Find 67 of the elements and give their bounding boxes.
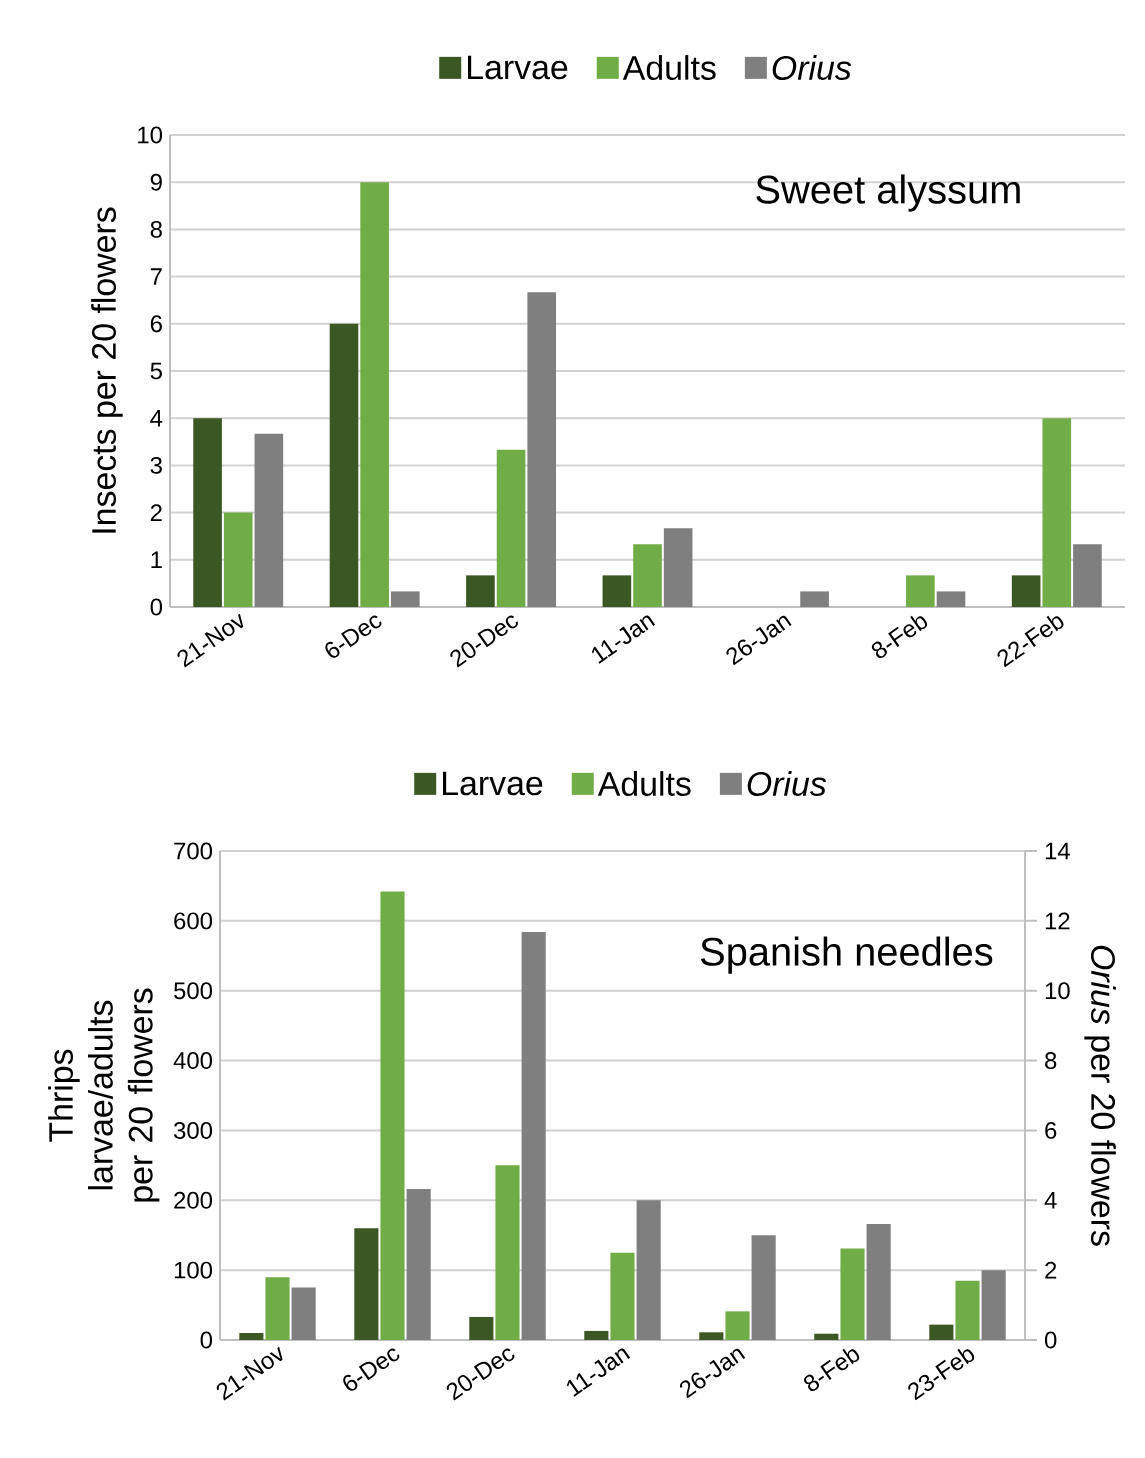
y-tick-label: 6 — [150, 315, 162, 333]
bar — [496, 449, 526, 607]
bar — [390, 591, 420, 607]
bar — [584, 1330, 609, 1340]
y-tick-label: 100 — [174, 1261, 213, 1279]
text: Spanish needles — [700, 936, 993, 974]
bar — [1011, 575, 1041, 607]
y2-tick-label: 2 — [1045, 1261, 1057, 1279]
y-tick-label: 200 — [174, 1191, 213, 1209]
y-tick-label: 0 — [150, 598, 163, 616]
y-tick-label: 600 — [174, 912, 213, 930]
y-tick-label: 400 — [173, 1052, 213, 1070]
y-tick-label: 300 — [173, 1121, 213, 1139]
bar — [239, 1333, 264, 1340]
bar — [360, 182, 389, 607]
bar — [725, 1311, 750, 1340]
y2-tick-label: 10 — [1045, 982, 1070, 1000]
legend-label: Larvae — [442, 771, 543, 796]
bar — [329, 323, 359, 607]
bar — [354, 1228, 379, 1340]
y-tick-label: 2 — [150, 504, 162, 521]
y-tick-label: 4 — [150, 409, 163, 427]
y-axis-title: Insects per 20 flowers — [91, 207, 123, 533]
legend-label: Orius — [772, 55, 852, 80]
y-tick-label: 9 — [150, 173, 162, 191]
bar — [466, 575, 495, 607]
bar — [602, 575, 632, 607]
bar — [663, 528, 693, 607]
y-tick-label: 1 — [151, 551, 162, 569]
bar — [223, 512, 253, 607]
bar — [906, 575, 935, 607]
legend-label: Orius — [747, 771, 827, 796]
bar — [521, 932, 546, 1340]
legend-label: Larvae — [467, 55, 568, 80]
y2-tick-label: 8 — [1045, 1052, 1057, 1070]
y-tick-label: 3 — [150, 456, 162, 474]
bar — [254, 433, 284, 607]
legend-label: Adults — [622, 55, 716, 80]
y-tick-label: 0 — [200, 1331, 213, 1349]
y2-tick-label: 6 — [1045, 1121, 1057, 1139]
bar — [814, 1333, 839, 1340]
y-tick-label: 5 — [150, 362, 162, 380]
bar — [751, 1235, 776, 1340]
text: Sweet alyssum — [756, 174, 1020, 212]
bar — [1042, 418, 1072, 607]
y2-tick-label: 0 — [1044, 1331, 1057, 1349]
y-axis-title: Thrips larvae/adults per 20 flowers — [48, 988, 160, 1202]
y2-tick-label: 14 — [1045, 842, 1070, 860]
bar — [469, 1316, 494, 1340]
y-tick-label: 10 — [138, 126, 163, 144]
y2-tick-label: 4 — [1044, 1192, 1057, 1209]
y-tick-label: 700 — [174, 842, 213, 860]
bar — [193, 418, 222, 607]
bar — [699, 1332, 724, 1340]
bar — [929, 1324, 954, 1340]
bar — [1073, 544, 1102, 607]
legend-label: Adults — [597, 771, 691, 796]
bar — [936, 591, 966, 607]
y2-axis-title: Orius per 20 flowers — [1084, 945, 1116, 1246]
bar — [527, 292, 557, 607]
y-tick-label: 7 — [150, 268, 162, 285]
bar — [800, 591, 829, 607]
bar — [380, 891, 405, 1340]
y2-tick-label: 12 — [1045, 912, 1070, 930]
bar — [633, 544, 662, 607]
y-tick-label: 8 — [150, 220, 162, 238]
y-tick-label: 500 — [174, 982, 213, 1000]
